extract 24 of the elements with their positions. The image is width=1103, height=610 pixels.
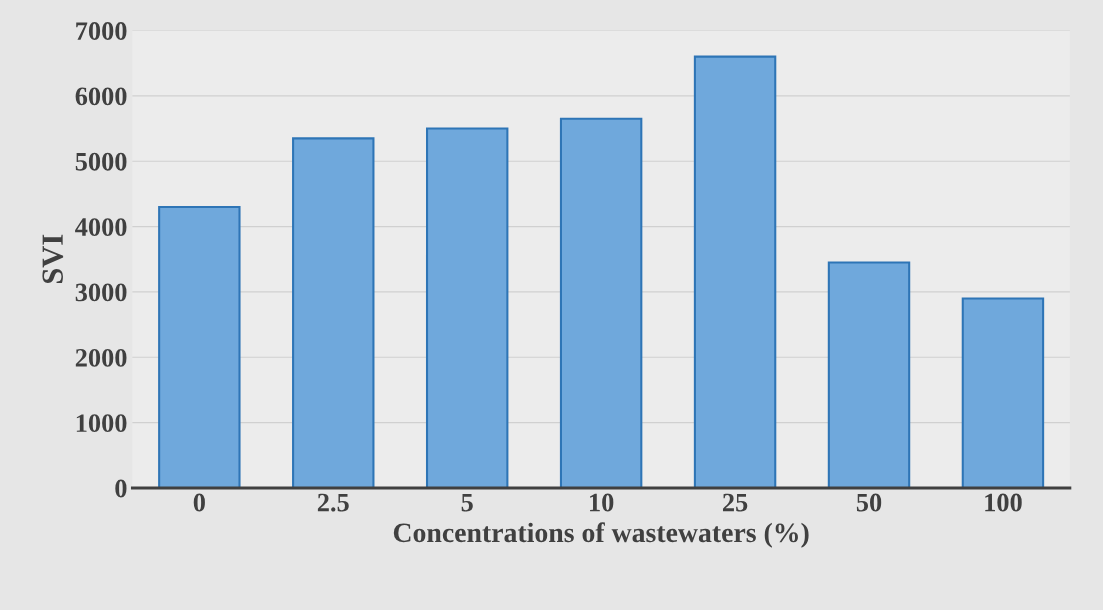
y-tick-label: 0 [115, 479, 127, 498]
x-axis-title: Concentrations of wastewaters (%) [393, 522, 809, 548]
y-tick-label: 7000 [76, 22, 127, 40]
x-tick-label: 2.5 [317, 493, 349, 512]
bar [158, 205, 241, 488]
bar [693, 55, 777, 488]
bar [292, 137, 375, 488]
y-tick-label: 1000 [76, 414, 127, 433]
x-tick-label: 5 [461, 493, 473, 512]
y-axis-title: SVI [42, 234, 64, 284]
y-tick-label: 6000 [75, 87, 127, 106]
bar [559, 117, 643, 488]
bar [425, 127, 509, 488]
x-tick-label: 100 [985, 493, 1022, 512]
bar [827, 261, 911, 488]
y-tick-label: 4000 [75, 218, 127, 236]
y-tick-label: 5000 [75, 152, 127, 171]
y-tick-label: 3000 [75, 283, 127, 302]
x-tick-label: 25 [722, 493, 748, 512]
y-tick-label: 2000 [75, 348, 127, 367]
x-tick-label: 0 [193, 493, 205, 512]
x-tick-label: 50 [856, 493, 882, 512]
bar [961, 297, 1045, 488]
x-tick-label: 10 [590, 493, 614, 512]
